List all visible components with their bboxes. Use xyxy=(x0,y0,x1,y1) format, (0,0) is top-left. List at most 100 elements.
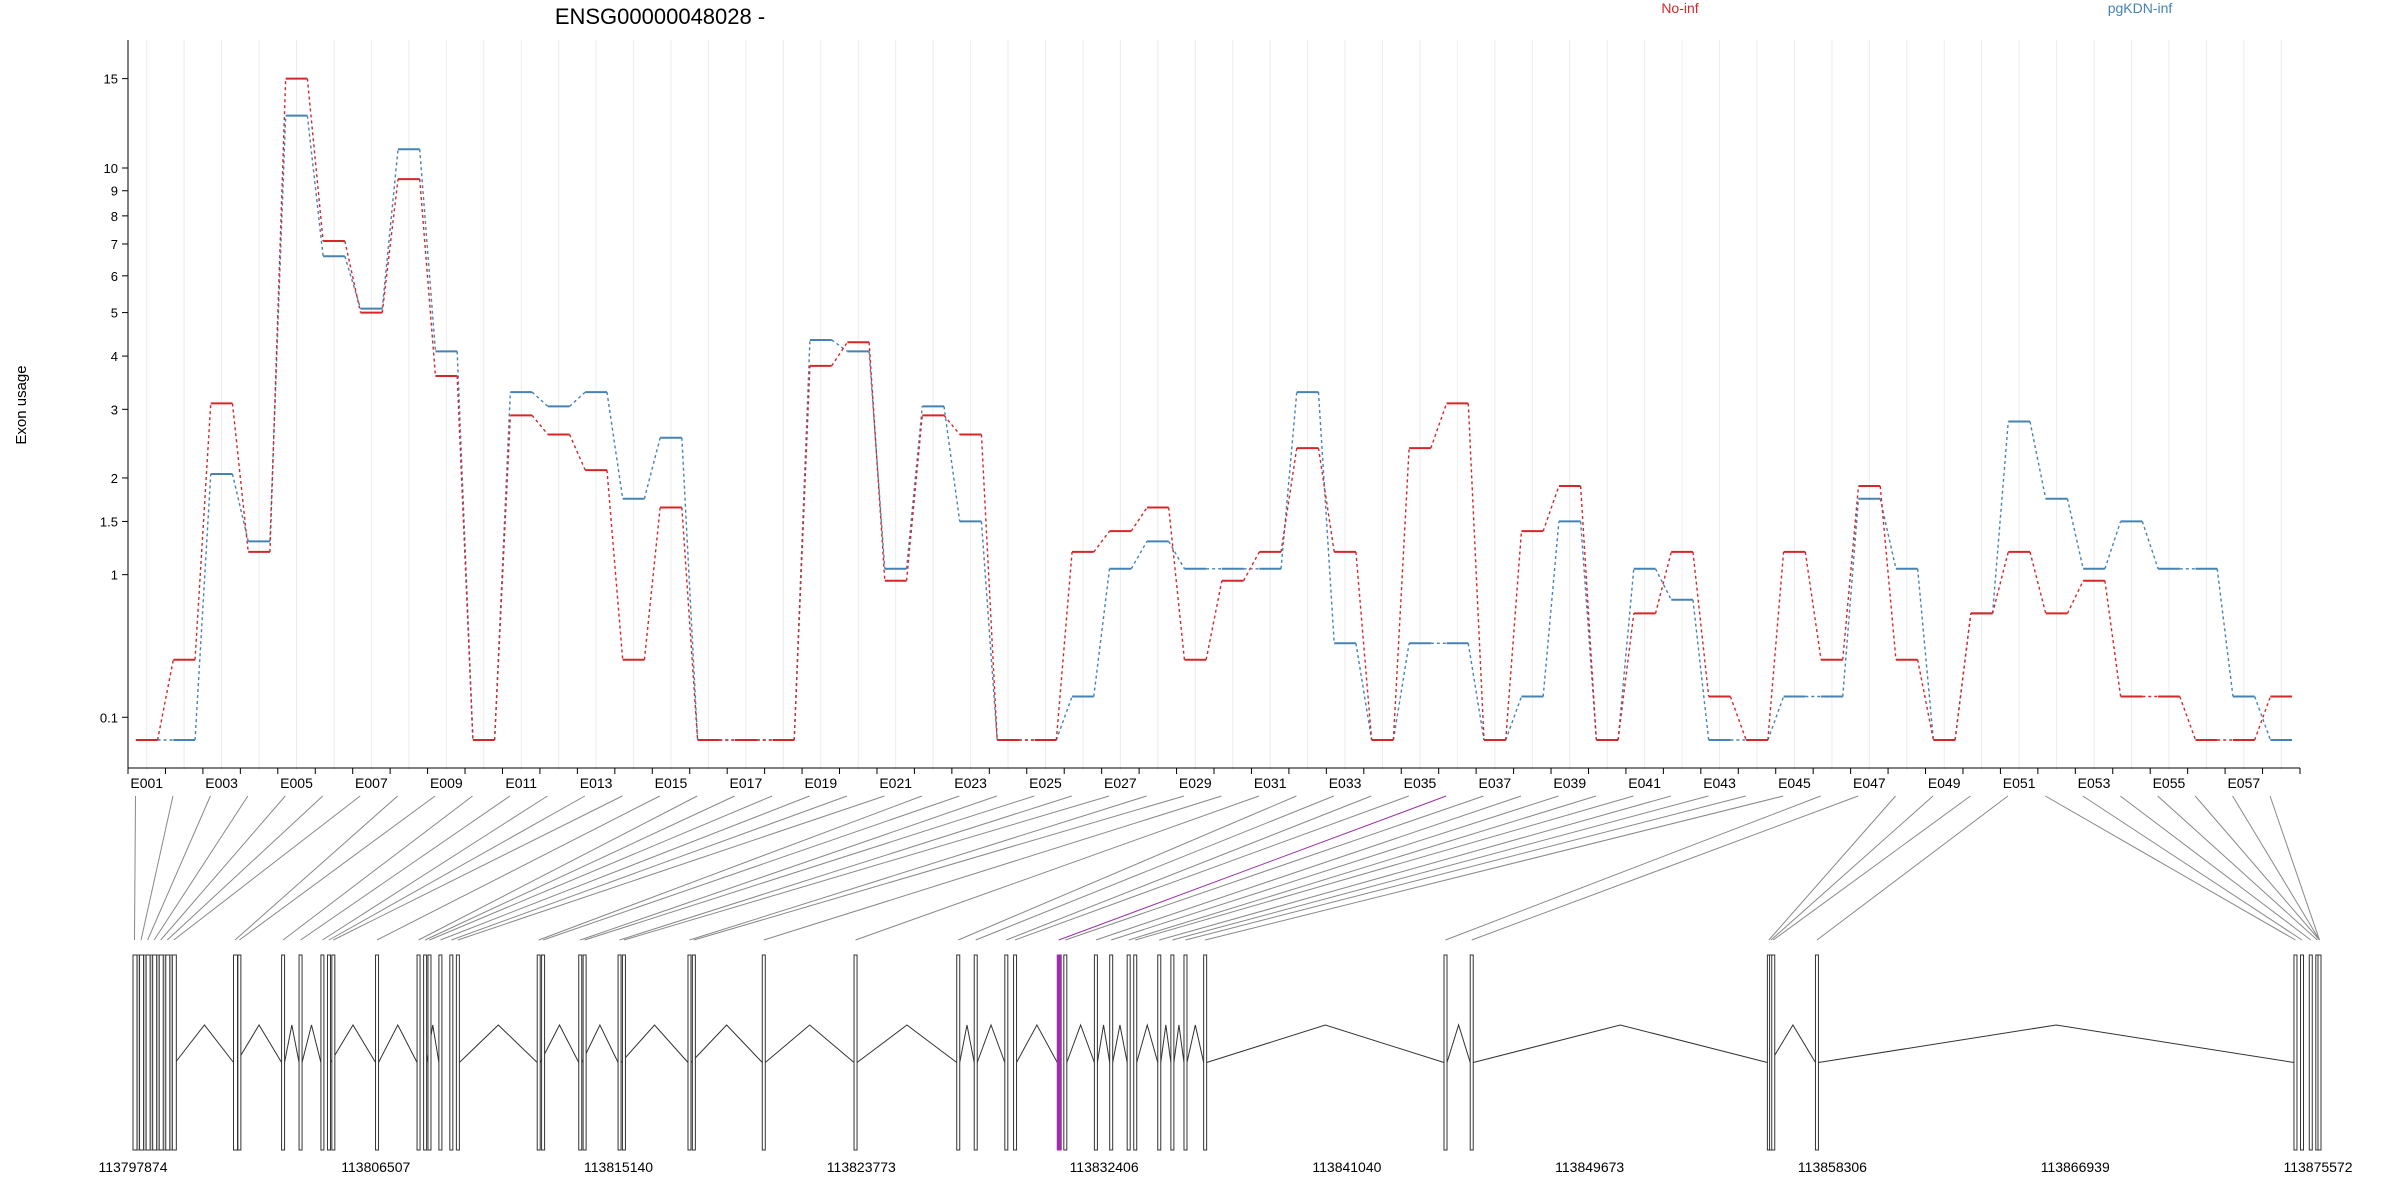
intron xyxy=(764,1024,855,1063)
exon-connector xyxy=(1768,795,1896,941)
x-axis: E001 E003 E005 E007 E009 E011 E013 E015 E017 E019… xyxy=(127,767,2301,791)
series-connector xyxy=(156,659,174,741)
series-connector xyxy=(606,391,624,499)
series-connector xyxy=(569,391,586,407)
series-connector xyxy=(1729,696,1747,741)
series-connector xyxy=(1617,613,1635,741)
exon-connector xyxy=(1135,795,1634,941)
exon-connector xyxy=(2194,795,2320,941)
series-connector xyxy=(606,470,624,660)
series-connector xyxy=(1542,485,1560,532)
genomic-tick-label: 113858306 xyxy=(1798,1159,1867,1175)
exon xyxy=(1056,954,1062,1151)
exon-connector xyxy=(1205,795,1784,941)
exon-connector xyxy=(282,795,473,941)
series-connector xyxy=(1767,696,1785,741)
x-tick-label: E015 xyxy=(655,775,688,791)
exon xyxy=(165,954,171,1151)
exon xyxy=(617,954,622,1151)
series-connector xyxy=(1617,568,1635,741)
exon-connector xyxy=(2119,795,2312,941)
gene-model xyxy=(132,954,2322,1151)
exon xyxy=(233,954,239,1151)
series-connector xyxy=(831,341,848,367)
exon-connector xyxy=(2082,795,2303,941)
exon-connector xyxy=(1159,795,1672,941)
intron xyxy=(1769,1024,1816,1063)
exon-connector xyxy=(580,795,997,941)
legend-entry: pgKDN-inf xyxy=(2108,0,2173,16)
exon xyxy=(1004,954,1009,1151)
exon-connector xyxy=(160,795,286,941)
series-lines xyxy=(135,77,2293,741)
series-connector xyxy=(2104,580,2122,697)
series-connector xyxy=(1991,421,2009,614)
series-connector xyxy=(681,437,699,741)
exon xyxy=(145,954,151,1151)
exon xyxy=(1443,954,1448,1151)
series-connector xyxy=(2254,696,2272,741)
exon xyxy=(132,954,138,1151)
intron xyxy=(284,1024,300,1063)
series-connector xyxy=(1991,551,2009,614)
series-connector xyxy=(2066,580,2084,614)
series-connector xyxy=(1130,507,1148,532)
x-tick-label: E023 xyxy=(954,775,987,791)
exon xyxy=(1126,954,1131,1151)
intron xyxy=(378,1023,418,1063)
y-tick-label: 3 xyxy=(111,402,118,417)
intron xyxy=(539,1023,580,1063)
exon-connector xyxy=(1111,795,1559,941)
exon xyxy=(1157,954,1162,1151)
x-tick-label: E043 xyxy=(1703,775,1736,791)
exon-connector xyxy=(1185,795,1746,941)
intron xyxy=(976,1023,1006,1063)
exon-connector xyxy=(328,795,586,941)
exon-connector xyxy=(333,795,623,941)
series-connector xyxy=(1467,643,1485,741)
series-connector xyxy=(1355,643,1373,741)
y-tick-label: 10 xyxy=(104,161,118,176)
intron xyxy=(1096,1024,1111,1063)
series-connector xyxy=(1242,551,1260,582)
series-connector xyxy=(1767,551,1785,741)
intron xyxy=(1206,1024,1445,1063)
exon-connector xyxy=(1006,795,1372,941)
series-connector xyxy=(905,415,923,581)
exon xyxy=(331,954,336,1151)
exon-connector xyxy=(689,795,1147,941)
series-connector xyxy=(1692,599,1710,741)
series-connectors xyxy=(156,78,2272,741)
series-connector xyxy=(1542,521,1560,697)
series-connector xyxy=(943,406,961,522)
series-connector xyxy=(194,403,212,660)
exon-connector xyxy=(457,795,885,941)
series-connector xyxy=(1392,448,1410,741)
exon xyxy=(687,954,692,1151)
exon-connector xyxy=(1058,795,1447,941)
series-connector xyxy=(1430,403,1448,449)
exon-connector xyxy=(153,795,249,941)
exon xyxy=(1093,954,1098,1151)
x-tick-label: E057 xyxy=(2227,775,2260,791)
exon-connector xyxy=(147,795,211,941)
series-connector xyxy=(306,78,324,242)
exon-connector xyxy=(1445,795,1821,941)
chart-title: ENSG00000048028 - xyxy=(555,4,765,29)
exon xyxy=(1771,954,1776,1151)
x-tick-label: E035 xyxy=(1404,775,1437,791)
exon xyxy=(375,954,380,1151)
x-tick-label: E005 xyxy=(280,775,313,791)
x-tick-label: E041 xyxy=(1628,775,1661,791)
exon xyxy=(1203,954,1208,1151)
exon xyxy=(973,954,978,1151)
exon-connector xyxy=(424,795,735,941)
x-tick-label: E003 xyxy=(205,775,238,791)
exon-connector xyxy=(538,795,923,941)
series-connector xyxy=(231,403,249,552)
y-tick-label: 0.1 xyxy=(100,710,118,725)
exon xyxy=(1814,954,1819,1151)
exon xyxy=(427,954,432,1151)
legend: No-inf pgKDN-inf xyxy=(1661,0,2172,16)
x-tick-label: E001 xyxy=(130,775,163,791)
